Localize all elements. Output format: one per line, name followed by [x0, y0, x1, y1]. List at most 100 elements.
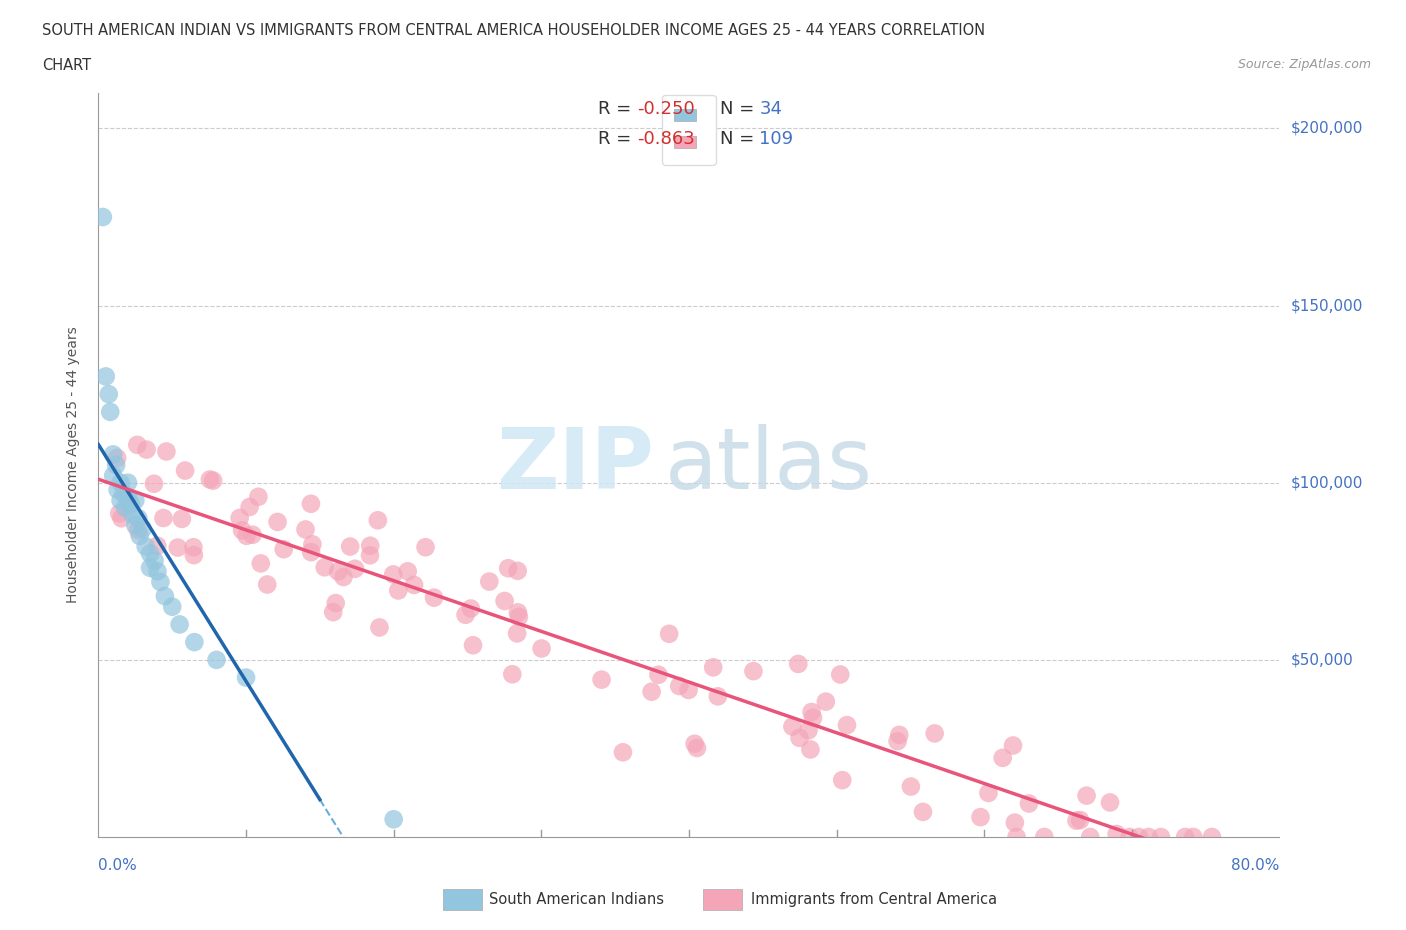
Point [658, 627, 681, 642]
Text: $50,000: $50,000 [1291, 652, 1354, 668]
Point [1105, 827, 1128, 842]
Point [707, 689, 730, 704]
Point [835, 718, 858, 733]
Point [110, 475, 132, 490]
Point [301, 537, 323, 551]
Point [1174, 830, 1197, 844]
Text: 109: 109 [759, 130, 793, 148]
Point [105, 458, 128, 472]
Point [202, 473, 225, 488]
Point [460, 601, 482, 616]
Point [121, 507, 143, 522]
Point [142, 476, 165, 491]
Point [294, 522, 316, 537]
Point [117, 475, 139, 490]
Text: $100,000: $100,000 [1291, 475, 1362, 490]
Point [814, 694, 837, 709]
Text: SOUTH AMERICAN INDIAN VS IMMIGRANTS FROM CENTRAL AMERICA HOUSEHOLDER INCOME AGES: SOUTH AMERICAN INDIAN VS IMMIGRANTS FROM… [42, 23, 986, 38]
Point [782, 719, 804, 734]
Text: atlas: atlas [665, 423, 873, 507]
Point [612, 745, 634, 760]
Point [686, 740, 709, 755]
Text: $150,000: $150,000 [1291, 299, 1362, 313]
Point [1018, 796, 1040, 811]
Point [797, 723, 820, 737]
Point [801, 711, 824, 725]
Point [969, 810, 991, 825]
Point [367, 512, 389, 527]
Point [266, 514, 288, 529]
Point [105, 450, 128, 465]
Point [900, 779, 922, 794]
Point [143, 553, 166, 568]
Text: South American Indians: South American Indians [489, 892, 664, 907]
Point [325, 595, 347, 610]
Point [359, 538, 381, 553]
Point [146, 564, 169, 578]
Point [97, 387, 120, 402]
Point [135, 442, 157, 457]
Point [132, 522, 155, 537]
Point [91, 209, 114, 224]
Point [647, 668, 669, 683]
Point [139, 546, 162, 561]
Text: R =: R = [598, 100, 637, 117]
Point [415, 539, 437, 554]
Text: Immigrants from Central America: Immigrants from Central America [751, 892, 997, 907]
Point [242, 527, 264, 542]
Point [124, 518, 146, 533]
Point [169, 617, 191, 631]
Point [103, 447, 125, 462]
Point [183, 634, 205, 649]
Text: $200,000: $200,000 [1291, 121, 1362, 136]
Y-axis label: Householder Income Ages 25 - 44 years: Householder Income Ages 25 - 44 years [66, 326, 80, 604]
Point [831, 773, 853, 788]
Point [404, 578, 426, 592]
Point [228, 511, 250, 525]
Point [1004, 816, 1026, 830]
Point [135, 539, 157, 554]
Point [127, 511, 149, 525]
Point [239, 499, 262, 514]
Point [127, 523, 149, 538]
Point [110, 493, 132, 508]
Point [1128, 830, 1150, 844]
Point [107, 483, 129, 498]
Point [506, 626, 529, 641]
Text: 34: 34 [759, 100, 782, 117]
Text: 80.0%: 80.0% [1232, 857, 1279, 872]
Point [454, 607, 477, 622]
Point [368, 620, 391, 635]
Point [1002, 738, 1025, 753]
Point [1005, 830, 1028, 844]
Point [249, 556, 271, 571]
Point [127, 437, 149, 452]
Point [273, 542, 295, 557]
Point [478, 574, 501, 589]
Point [124, 493, 146, 508]
Point [256, 578, 278, 592]
Point [506, 564, 529, 578]
Point [789, 730, 811, 745]
Point [155, 444, 177, 458]
Point [170, 512, 193, 526]
Point [128, 528, 150, 543]
Point [183, 539, 205, 554]
Point [314, 560, 336, 575]
Point [162, 599, 183, 614]
Legend: , : , [662, 95, 716, 165]
Point [1076, 789, 1098, 804]
Point [1118, 830, 1140, 844]
Point [120, 497, 142, 512]
Point [1098, 795, 1121, 810]
Point [108, 506, 131, 521]
Point [799, 742, 821, 757]
Point [382, 567, 405, 582]
Point [924, 726, 946, 741]
Text: N =: N = [720, 100, 759, 117]
Point [344, 562, 367, 577]
Point [501, 667, 523, 682]
Point [382, 812, 405, 827]
Point [117, 489, 139, 504]
Point [299, 545, 322, 560]
